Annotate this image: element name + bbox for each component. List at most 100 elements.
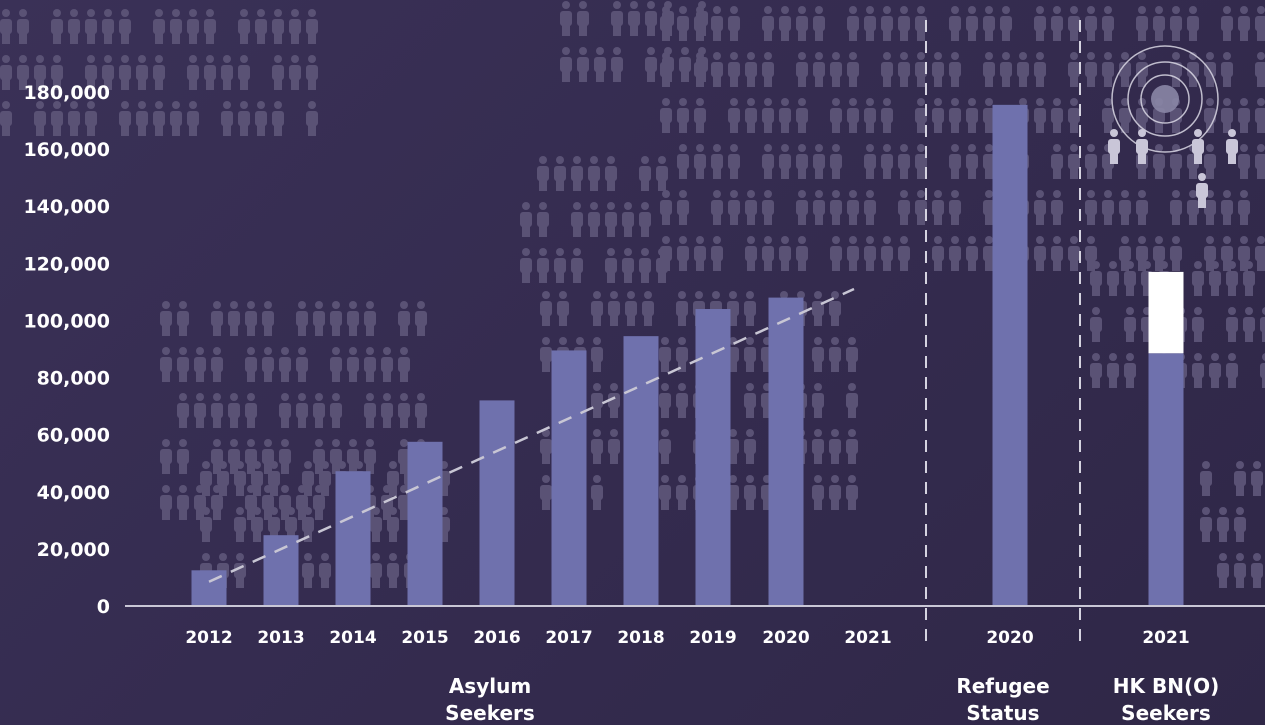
person-icon	[1090, 353, 1102, 388]
person-icon	[364, 347, 376, 382]
person-icon	[1204, 52, 1216, 87]
person-icon	[846, 475, 858, 510]
group-label: HK BN(O)	[1113, 674, 1219, 698]
person-icon	[1221, 190, 1233, 225]
person-icon	[662, 47, 674, 82]
person-icon	[228, 393, 240, 428]
person-icon	[279, 439, 291, 474]
person-icon	[160, 485, 172, 520]
person-icon	[51, 9, 63, 44]
person-icon	[1234, 553, 1246, 588]
person-icon	[306, 55, 318, 90]
group-label: Asylum	[449, 674, 531, 698]
person-icon	[779, 144, 791, 179]
person-icon	[520, 248, 532, 283]
person-icon	[1107, 353, 1119, 388]
person-icon	[611, 1, 623, 36]
person-icon	[268, 461, 280, 496]
person-icon	[696, 1, 708, 36]
person-icon	[1124, 261, 1136, 296]
person-icon	[744, 337, 756, 372]
person-icon	[1170, 144, 1182, 179]
person-icon	[1204, 236, 1216, 271]
person-icon	[1119, 236, 1131, 271]
person-icon	[591, 383, 603, 418]
person-icon	[204, 9, 216, 44]
person-icon	[881, 144, 893, 179]
person-icon	[898, 52, 910, 87]
person-icon	[387, 553, 399, 588]
person-icon	[1034, 52, 1046, 87]
person-icon	[1034, 190, 1046, 225]
x-tick-label: 2013	[257, 628, 304, 648]
person-icon	[660, 98, 672, 133]
person-icon	[228, 301, 240, 336]
person-icon	[1136, 129, 1148, 164]
person-icon	[381, 393, 393, 428]
person-icon	[591, 429, 603, 464]
person-icon	[1085, 144, 1097, 179]
person-icon	[656, 156, 668, 191]
person-icon	[932, 52, 944, 87]
person-icon	[1217, 507, 1229, 542]
person-icon	[238, 9, 250, 44]
person-icon	[560, 1, 572, 36]
person-icon	[762, 190, 774, 225]
person-icon	[1119, 52, 1131, 87]
person-icon	[605, 156, 617, 191]
group-labels: Asylum Seekers Refugee Status HK BN(O) Seeker…	[445, 674, 1219, 725]
person-icon	[829, 337, 841, 372]
person-icon	[554, 156, 566, 191]
person-icon	[289, 9, 301, 44]
person-icon	[1187, 52, 1199, 87]
person-icon	[1238, 98, 1250, 133]
person-icon	[645, 47, 657, 82]
person-icon	[812, 475, 824, 510]
person-icon	[694, 144, 706, 179]
person-icon	[779, 6, 791, 41]
person-icon	[1136, 236, 1148, 271]
person-icon	[1119, 98, 1131, 133]
person-icon	[662, 1, 674, 36]
person-icon	[676, 383, 688, 418]
y-axis-tick-labels: 0 20,000 40,000 60,000 80,000 100,000 120,000 1…	[23, 82, 110, 618]
y-tick-label: 0	[97, 596, 110, 618]
person-icon	[170, 9, 182, 44]
person-icon	[966, 144, 978, 179]
person-icon	[194, 393, 206, 428]
person-icon	[1255, 52, 1265, 87]
y-tick-label: 40,000	[37, 482, 110, 504]
y-tick-label: 80,000	[37, 368, 110, 390]
person-icon	[1192, 261, 1204, 296]
person-icon	[830, 190, 842, 225]
person-icon	[160, 347, 172, 382]
person-icon	[829, 475, 841, 510]
person-icon	[659, 429, 671, 464]
person-icon	[949, 236, 961, 271]
person-icon	[1034, 6, 1046, 41]
person-icon	[272, 9, 284, 44]
person-icon	[1200, 461, 1212, 496]
group-label: Seekers	[445, 701, 535, 725]
person-icon	[1170, 52, 1182, 87]
person-icon	[289, 55, 301, 90]
person-icon	[245, 393, 257, 428]
person-icon	[262, 439, 274, 474]
person-icon	[812, 429, 824, 464]
x-tick-label: 2017	[545, 628, 592, 648]
person-icon	[676, 337, 688, 372]
person-icon	[1204, 144, 1216, 179]
person-icon	[1034, 98, 1046, 133]
person-icon	[537, 156, 549, 191]
person-icon	[296, 347, 308, 382]
person-icon	[364, 393, 376, 428]
person-icon	[554, 248, 566, 283]
person-icon	[846, 383, 858, 418]
person-icon	[313, 393, 325, 428]
person-icon	[1102, 98, 1114, 133]
person-icon	[898, 236, 910, 271]
person-icon	[1153, 144, 1165, 179]
person-icon	[762, 98, 774, 133]
person-icon	[1000, 6, 1012, 41]
person-icon	[660, 236, 672, 271]
